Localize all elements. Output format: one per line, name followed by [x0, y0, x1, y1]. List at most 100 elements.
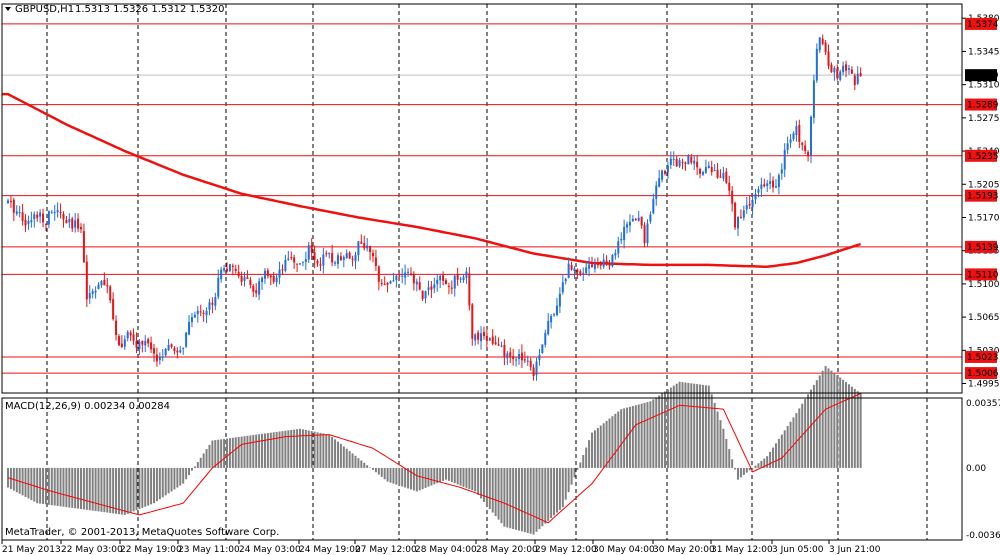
macd-bar-129: [383, 467, 386, 480]
candle-124: [369, 245, 372, 261]
candle-body: [126, 332, 129, 339]
macd-bar-11: [39, 467, 42, 504]
candle-body: [53, 212, 56, 214]
candle-154: [456, 267, 459, 286]
candle-body: [85, 261, 88, 300]
candle-body: [161, 356, 164, 358]
macd-bar-218: [643, 402, 646, 468]
candle-113: [336, 252, 339, 269]
candle-body: [80, 226, 82, 230]
macd-bar-151: [447, 467, 450, 481]
candle-body: [491, 336, 494, 344]
macd-bar-8: [30, 467, 33, 501]
frames: [1, 3, 963, 541]
macd-bar-193: [570, 467, 573, 485]
candle-161: [477, 330, 480, 345]
macd-bar-279: [821, 370, 824, 468]
candle-84: [252, 284, 255, 297]
macd-bar-55: [167, 467, 170, 494]
candle-body: [354, 254, 357, 262]
macd-bar-196: [579, 462, 582, 468]
dropdown-icon[interactable]: [5, 7, 11, 11]
macd-bar-71: [214, 440, 217, 468]
candle-body: [611, 254, 614, 267]
candle-156: [462, 274, 465, 283]
macd-bar-57: [173, 467, 176, 490]
candle-body: [839, 71, 842, 80]
candle-280: [824, 40, 827, 56]
candle-body: [392, 280, 395, 282]
candle-body: [640, 216, 643, 226]
macd-bar-124: [369, 467, 372, 469]
macd-bar-66: [199, 457, 202, 468]
candle-179: [529, 357, 532, 371]
macd-bar-163: [482, 467, 485, 503]
candle-body: [570, 264, 573, 270]
candle-38: [117, 334, 120, 346]
macd-bar-211: [623, 408, 626, 468]
candle-body: [672, 158, 675, 160]
candle-219: [646, 219, 649, 247]
candle-69: [208, 298, 211, 316]
candle-136: [404, 264, 407, 285]
candle-body: [763, 184, 766, 187]
horizontal-levels[interactable]: [2, 23, 962, 374]
candle-19: [62, 211, 65, 228]
macd-bar-36: [112, 467, 115, 514]
candle-body: [824, 42, 827, 53]
macd-bar-202: [596, 427, 599, 468]
macd-bar-78: [234, 437, 237, 468]
candle-171: [506, 351, 509, 366]
candle-body: [439, 275, 442, 281]
candle-body: [415, 281, 418, 285]
candle-213: [628, 214, 631, 233]
candle-16: [53, 204, 56, 221]
macd-bar-241: [710, 394, 713, 468]
macd-bar-108: [322, 433, 325, 468]
macd-bar-160: [474, 467, 477, 492]
macd-bar-13: [44, 467, 47, 505]
candle-40: [123, 335, 126, 350]
macd-label: MACD(12,26,9) 0.00234 0.00284: [5, 401, 170, 412]
macd-bar-201: [593, 430, 596, 468]
candle-body: [135, 340, 138, 348]
macd-bar-117: [348, 451, 351, 468]
price-tags: 1.5374 1.5289 1.5235 1.5193 1.5139 1.5110 1.50…: [965, 17, 999, 380]
candle-81: [243, 272, 246, 287]
candle-200: [591, 256, 593, 268]
candle-168: [497, 337, 500, 346]
candle-90: [269, 273, 272, 286]
candle-194: [573, 266, 576, 280]
candle-292: [859, 67, 862, 77]
candle-52: [158, 352, 161, 365]
candle-130: [386, 281, 389, 293]
candle-body: [520, 352, 523, 361]
candle-204: [602, 253, 605, 269]
candle-182: [538, 349, 541, 366]
candle-184: [544, 329, 547, 348]
candle-5: [21, 203, 24, 226]
candle-body: [553, 314, 556, 316]
candle-body: [196, 310, 199, 315]
candle-body: [401, 275, 404, 277]
candle-body: [468, 273, 471, 306]
candle-141: [418, 276, 421, 291]
macd-bar-59: [179, 467, 182, 486]
candle-body: [678, 160, 681, 167]
candle-body: [190, 317, 193, 323]
candle-218: [643, 222, 646, 248]
macd-bar-246: [725, 438, 728, 468]
macd-bar-82: [246, 435, 249, 468]
candle-4: [18, 205, 21, 218]
candle-0: [7, 198, 9, 204]
time-label-6: 27 May 12:00: [355, 545, 417, 555]
candle-264: [777, 173, 780, 195]
candle-75: [226, 262, 228, 273]
candle-65: [196, 305, 199, 323]
candle-body: [783, 149, 786, 170]
candle-body: [646, 223, 649, 244]
candle-body: [348, 252, 351, 259]
macd-bar-289: [850, 386, 853, 468]
macd-bar-7: [27, 467, 30, 499]
macd-bar-116: [345, 448, 348, 468]
